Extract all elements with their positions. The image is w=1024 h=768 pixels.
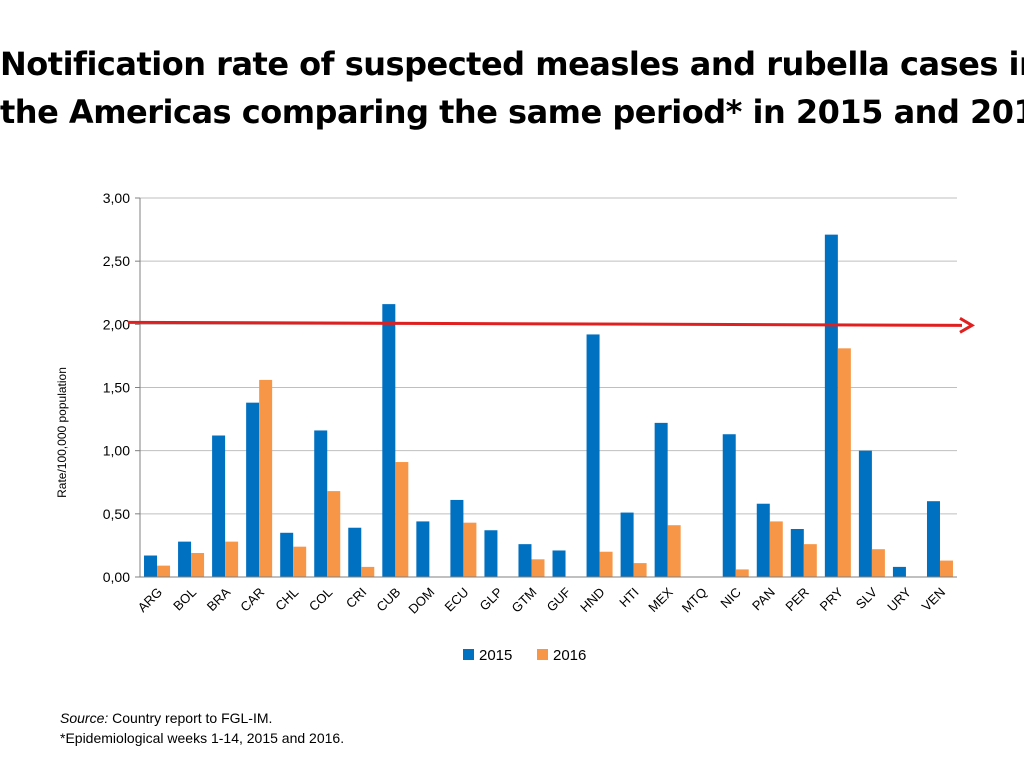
bar-2016-mex [667, 525, 681, 577]
bars [144, 234, 953, 578]
bar-2015-col [314, 430, 328, 577]
x-tick-label: ARG [135, 585, 166, 616]
annotations [127, 317, 975, 334]
bar-2016-bol [191, 552, 205, 577]
x-tick-label: HTI [616, 585, 641, 610]
bar-2016-cri [361, 566, 375, 577]
x-tick-label: DOM [405, 585, 437, 617]
source-label: Source: [60, 710, 109, 726]
bar-2015-pan [756, 503, 770, 577]
x-tick-label: PAN [749, 585, 778, 614]
y-tick-label: 1,00 [103, 443, 130, 459]
chart-title-line-1: Notification rate of suspected measles a… [0, 45, 1024, 83]
y-axis-label: Rate/100,000 population [55, 367, 69, 498]
bar-2015-pry [824, 234, 838, 578]
x-tick-label: GTM [509, 585, 540, 616]
bar-2015-bol [178, 541, 192, 577]
bar-2015-arg [144, 555, 158, 577]
x-tick-label: GUF [544, 584, 574, 614]
y-tick-label: 2,00 [103, 316, 130, 332]
bar-2015-guf [552, 550, 566, 577]
footer: Source: Country report to FGL-IM. *Epide… [60, 708, 344, 748]
bar-2015-dom [416, 521, 430, 577]
y-tick-label: 3,00 [103, 190, 130, 206]
bar-2015-hnd [586, 334, 600, 577]
x-tick-label: MEX [645, 584, 676, 615]
bar-2015-gtm [518, 544, 532, 577]
threshold-arrow-head [959, 317, 975, 334]
x-tick-label: PER [782, 585, 812, 615]
y-tick-label: 1,50 [103, 380, 130, 396]
bar-2015-chl [280, 532, 294, 577]
legend-label-2016: 2016 [553, 647, 586, 664]
bar-2016-slv [871, 549, 885, 577]
bar-2016-ven [939, 560, 953, 577]
x-tick-label: URY [884, 584, 914, 614]
source-line: Source: Country report to FGL-IM. [60, 708, 344, 728]
bar-2015-glp [484, 530, 498, 577]
bar-2015-ury [892, 566, 906, 577]
bar-2016-car [259, 379, 273, 577]
legend: 2015 2016 [463, 647, 586, 664]
x-tick-label: COL [306, 585, 336, 615]
x-tick-label: HND [577, 585, 608, 616]
bar-2015-mex [654, 422, 668, 577]
source-text: Country report to FGL-IM. [108, 710, 273, 726]
bar-2016-per [803, 544, 817, 577]
bar-2015-cub [382, 304, 396, 577]
x-tick-label: CHL [272, 585, 301, 614]
x-tick-label: CUB [373, 585, 403, 615]
bar-2016-nic [735, 569, 749, 577]
bar-2015-ecu [450, 499, 464, 577]
x-tick-label: ECU [441, 585, 471, 615]
bar-2015-slv [858, 450, 872, 577]
x-tick-label: SLV [853, 584, 881, 612]
threshold-line [127, 320, 963, 327]
bar-2016-hnd [599, 551, 613, 577]
footnote: *Epidemiological weeks 1-14, 2015 and 20… [60, 730, 345, 746]
bar-2016-col [327, 491, 341, 577]
bar-2016-arg [157, 565, 171, 577]
bar-2015-bra [212, 435, 226, 577]
bar-2016-bra [225, 541, 239, 577]
x-tick-label: PRY [817, 584, 847, 614]
legend-label-2015: 2015 [479, 647, 512, 664]
bar-2016-gtm [531, 559, 545, 577]
x-tick-label: MTQ [679, 585, 710, 616]
bar-2015-ven [926, 501, 940, 577]
y-tick-label: 0,50 [103, 506, 130, 522]
legend-swatch-2015 [463, 649, 474, 660]
x-tick-label: VEN [919, 585, 949, 615]
bar-2015-hti [620, 512, 634, 577]
y-tick-label: 2,50 [103, 253, 130, 269]
x-tick-label: GLP [477, 585, 506, 614]
x-tick-label: NIC [717, 585, 743, 611]
legend-swatch-2016 [537, 649, 548, 660]
bar-2015-nic [722, 434, 736, 577]
bar-2015-cri [348, 527, 362, 577]
bar-2016-pan [769, 521, 783, 577]
chart-title: Notification rate of suspected measles a… [0, 40, 1024, 136]
chart-title-line-2: the Americas comparing the same period* … [0, 93, 1024, 131]
y-tick-label: 0,00 [103, 569, 130, 585]
x-tick-label: BRA [204, 584, 234, 614]
x-tick-label: CRI [343, 585, 369, 611]
bar-2015-per [790, 528, 804, 577]
x-tick-label: BOL [170, 585, 199, 614]
x-tick-label: CAR [237, 585, 267, 615]
bar-2015-car [246, 402, 260, 577]
bar-2016-chl [293, 546, 307, 577]
bar-2016-hti [633, 563, 647, 577]
bar-2016-cub [395, 462, 409, 577]
bar-2016-pry [837, 348, 851, 577]
bar-2016-ecu [463, 522, 477, 577]
